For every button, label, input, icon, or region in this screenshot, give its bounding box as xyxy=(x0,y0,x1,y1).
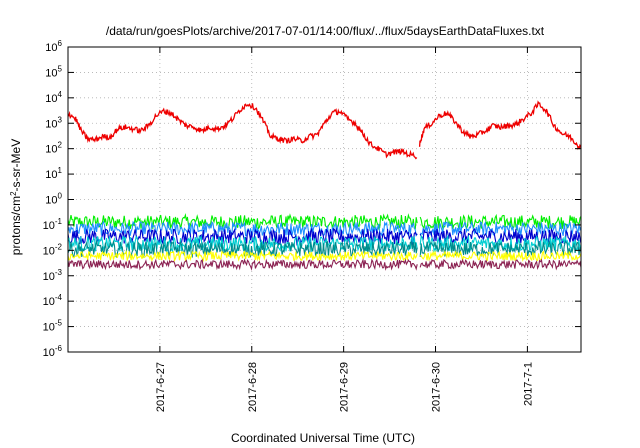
y-tick-label: 103 xyxy=(45,115,62,130)
y-tick-label: 100 xyxy=(45,192,62,207)
chart-title: /data/run/goesPlots/archive/2017-07-01/1… xyxy=(106,24,545,38)
y-axis-label-superscript: 2 xyxy=(9,191,18,196)
y-tick-label: 10-6 xyxy=(43,344,63,359)
y-axis-label: protons/cm2-s-sr-MeV xyxy=(9,139,24,255)
x-tick-label: 2017-6-29 xyxy=(339,362,351,412)
flux-series-line xyxy=(67,249,582,263)
flux-series-line xyxy=(67,100,582,160)
y-tick-label: 104 xyxy=(45,90,62,105)
grid-lines xyxy=(68,47,581,352)
x-tick-label: 2017-7-1 xyxy=(522,362,534,406)
y-tick-label: 101 xyxy=(45,166,62,181)
x-axis-label: Coordinated Universal Time (UTC) xyxy=(231,431,415,445)
plot-series xyxy=(67,100,582,271)
y-tick-label: 10-1 xyxy=(43,217,63,232)
x-tick-label: 2017-6-27 xyxy=(155,362,167,412)
y-tick-label: 10-3 xyxy=(43,268,63,283)
x-tick-label: 2017-6-30 xyxy=(431,362,443,412)
y-tick-label: 10-5 xyxy=(43,319,63,334)
y-axis-label-prefix: protons/cm xyxy=(9,196,23,255)
y-tick-label: 10-2 xyxy=(43,242,63,257)
x-tick-label: 2017-6-28 xyxy=(247,362,259,412)
flux-series-line xyxy=(67,227,582,247)
y-tick-label: 10-4 xyxy=(43,293,63,308)
y-tick-label: 105 xyxy=(45,64,62,79)
x-axis-ticks: 2017-6-27 2017-6-28 2017-6-29 2017-6-30 2017… xyxy=(155,47,534,412)
y-tick-label: 106 xyxy=(45,39,62,54)
flux-series-line xyxy=(67,220,582,238)
flux-series-line xyxy=(67,257,582,271)
y-tick-label: 102 xyxy=(45,141,62,156)
y-axis-ticks: 106 105 104 103 102 101 100 10-1 10-2 10-3 10-4 10-… xyxy=(43,39,581,359)
y-axis-label-suffix: -s-sr-MeV xyxy=(9,139,23,192)
